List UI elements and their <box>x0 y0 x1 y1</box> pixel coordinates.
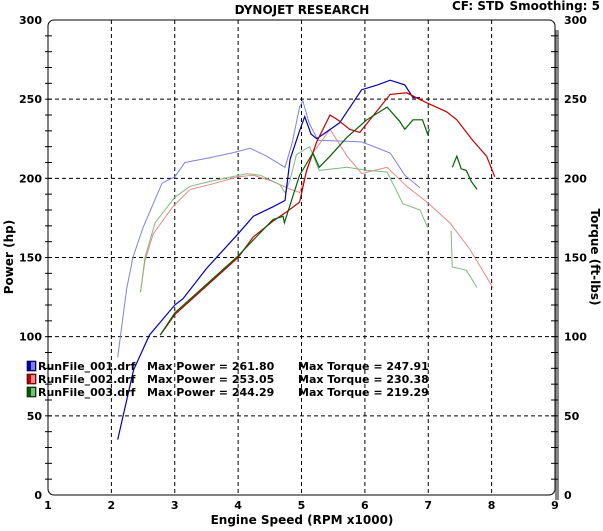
legend-run-name: RunFile_001.drf <box>38 360 136 373</box>
x-tick-label: 8 <box>488 499 496 512</box>
y-tick-label: 50 <box>27 410 43 423</box>
y2-tick-label: 250 <box>564 93 587 106</box>
y2-tick-label: 200 <box>564 172 587 185</box>
y-tick-label: 150 <box>19 252 42 265</box>
y2-tick-label: 300 <box>564 14 587 27</box>
y2-axis-label: Torque (ft-lbs) <box>588 209 602 306</box>
plot-shadow <box>555 30 559 500</box>
power-curve-run-3 <box>159 106 431 336</box>
chart-title: DYNOJET RESEARCH <box>235 3 370 17</box>
x-tick-label: 7 <box>424 499 432 512</box>
torque-curve-run-1 <box>117 99 421 358</box>
legend-swatch-highlight <box>31 388 35 396</box>
x-tick-label: 1 <box>44 499 52 512</box>
legend-swatch-highlight <box>31 362 35 370</box>
y-tick-label: 300 <box>19 14 42 27</box>
legend-entry: RunFile_003.drf Max Power = 244.29 Max Tor… <box>26 386 429 399</box>
legend-run-name: RunFile_003.drf <box>38 386 136 399</box>
x-tick-label: 4 <box>234 499 242 512</box>
legend-max-power: Max Power = 253.05 <box>147 373 274 386</box>
legend-swatch-highlight <box>31 375 35 383</box>
y-tick-label: 0 <box>34 489 42 502</box>
x-tick-label: 6 <box>361 499 369 512</box>
x-axis-label: Engine Speed (RPM x1000) <box>211 513 394 527</box>
legend-max-power: Max Power = 244.29 <box>147 386 274 399</box>
x-tick-label: 9 <box>551 499 559 512</box>
legend-max-power: Max Power = 261.80 <box>147 360 275 373</box>
legend-run-name: RunFile_002.drf <box>38 373 136 386</box>
x-tick-label: 5 <box>298 499 306 512</box>
y-tick-label: 100 <box>19 331 42 344</box>
cf-label: CF: STD <box>452 0 504 13</box>
y2-tick-label: 0 <box>564 489 572 502</box>
x-tick-label: 3 <box>171 499 179 512</box>
torque-curve-run-2 <box>140 128 494 293</box>
y2-tick-label: 50 <box>564 410 580 423</box>
y-axis-label: Power (hp) <box>2 220 16 294</box>
y2-tick-label: 150 <box>564 252 587 265</box>
smoothing-label: Smoothing: 5 <box>510 0 601 13</box>
legend-max-torque: Max Torque = 219.29 <box>298 386 429 399</box>
y-tick-label: 250 <box>19 93 42 106</box>
power-curve-run-1 <box>117 79 420 440</box>
legend-entry: RunFile_001.drf Max Power = 261.80 Max Tor… <box>26 360 429 373</box>
x-tick-label: 2 <box>108 499 116 512</box>
torque-curve-run-3 <box>140 145 429 293</box>
legend-max-torque: Max Torque = 230.38 <box>298 373 429 386</box>
y-tick-label: 200 <box>19 172 42 185</box>
torque-curve-run-3 <box>450 230 478 288</box>
y2-tick-label: 100 <box>564 331 587 344</box>
legend-max-torque: Max Torque = 247.91 <box>298 360 429 373</box>
power-curve-run-3 <box>451 154 478 190</box>
power-curve-run-2 <box>159 92 496 336</box>
legend-entry: RunFile_002.drf Max Power = 253.05 Max Tor… <box>26 373 429 386</box>
